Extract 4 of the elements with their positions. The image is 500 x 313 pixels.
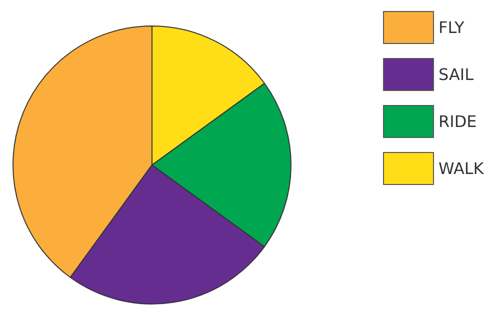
legend-label: FLY xyxy=(438,18,464,37)
legend-label: RIDE xyxy=(438,112,477,131)
legend-label: SAIL xyxy=(438,65,474,84)
legend-label: WALK xyxy=(438,159,484,178)
